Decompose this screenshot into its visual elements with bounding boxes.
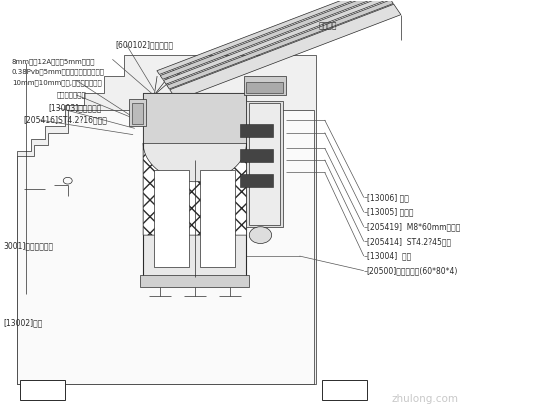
Text: 密封胶密封处理: 密封胶密封处理	[57, 92, 86, 98]
Bar	[132, 103, 143, 124]
Text: 8mm钢＋12A中空＋5mm白玻＋: 8mm钢＋12A中空＋5mm白玻＋	[12, 58, 95, 65]
Text: inside: inside	[32, 390, 53, 396]
Bar	[155, 170, 189, 267]
Text: [205419]  M8*60mm大螺栓: [205419] M8*60mm大螺栓	[367, 222, 460, 231]
Polygon shape	[157, 0, 384, 74]
Text: [205414]  ST4.2?45螺钉: [205414] ST4.2?45螺钉	[367, 237, 451, 246]
Text: [20500]钢结构构件(60*80*4): [20500]钢结构构件(60*80*4)	[367, 266, 458, 275]
Text: [13005] 下盖板: [13005] 下盖板	[367, 207, 413, 217]
Text: inside: inside	[334, 390, 354, 396]
Polygon shape	[240, 174, 273, 187]
Bar	[246, 82, 283, 93]
Text: [13004]  角铝: [13004] 角铝	[367, 252, 411, 260]
Bar	[246, 101, 283, 227]
Polygon shape	[17, 55, 316, 384]
Bar	[200, 170, 235, 267]
Polygon shape	[17, 110, 314, 384]
Polygon shape	[167, 0, 393, 89]
Text: 3001]外铝型材框架: 3001]外铝型材框架	[3, 241, 54, 250]
Bar	[141, 275, 249, 287]
Polygon shape	[240, 149, 273, 162]
Text: 外墙天花: 外墙天花	[318, 21, 337, 30]
Text: 10mm＊10mm铁框,朱色玻璃胶密封: 10mm＊10mm铁框,朱色玻璃胶密封	[12, 79, 101, 86]
Text: [600102]三层玻璃板: [600102]三层玻璃板	[115, 40, 174, 49]
Text: 0.38Pvb＋5mm白玻钢化中空夹胶玻璃: 0.38Pvb＋5mm白玻钢化中空夹胶玻璃	[12, 68, 105, 75]
Text: [13002]玻璃: [13002]玻璃	[3, 318, 43, 328]
Text: zhulong.com: zhulong.com	[392, 394, 459, 404]
FancyBboxPatch shape	[20, 380, 65, 400]
Bar	[129, 99, 146, 126]
Polygon shape	[143, 93, 246, 143]
Bar	[244, 76, 286, 95]
Polygon shape	[170, 4, 401, 100]
Polygon shape	[160, 0, 387, 79]
Text: 室: 室	[342, 381, 347, 390]
Polygon shape	[143, 143, 246, 235]
Polygon shape	[240, 124, 273, 137]
Text: [13006] 盖板: [13006] 盖板	[367, 193, 408, 202]
Bar	[143, 93, 246, 277]
Text: [13003]压板密封条: [13003]压板密封条	[48, 103, 101, 112]
Text: 室: 室	[40, 381, 45, 390]
FancyBboxPatch shape	[322, 380, 367, 400]
Bar	[249, 103, 280, 225]
Text: [205416]ST4.2?16自攻螺: [205416]ST4.2?16自攻螺	[23, 116, 107, 124]
Circle shape	[249, 227, 272, 244]
Polygon shape	[164, 0, 390, 84]
